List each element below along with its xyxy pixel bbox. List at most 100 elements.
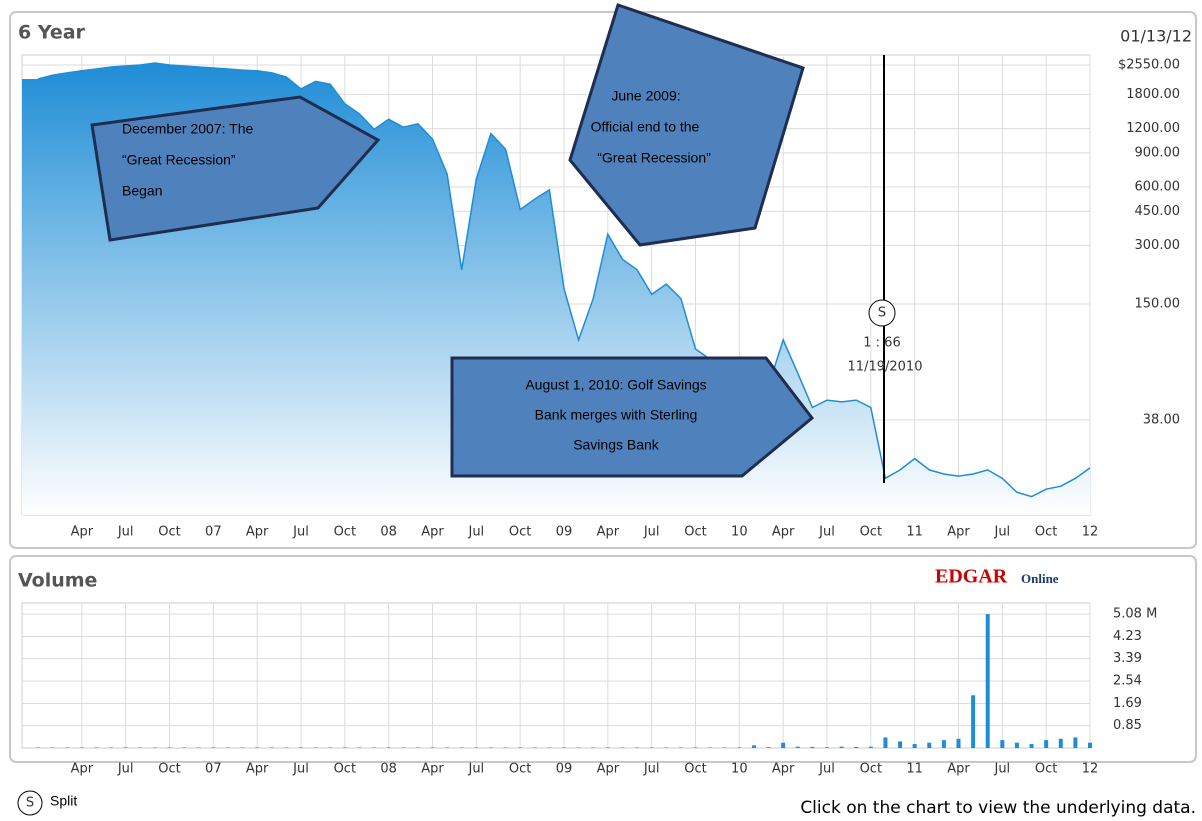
callout-text: “Great Recession” [122,152,236,168]
x-tick-label: Jul [818,762,835,777]
volume-bar [547,747,552,748]
x-tick-label: 07 [205,762,222,777]
x-tick-label: 09 [556,525,573,540]
x-tick-label: Oct [860,762,882,777]
volume-bar [956,738,961,748]
as-of-date: 01/13/12 [1120,27,1192,46]
volume-bar [503,747,508,748]
volume-plot [21,602,1091,749]
volume-bar [810,746,815,748]
x-tick-label: Apr [421,525,444,540]
volume-bar [795,746,800,748]
volume-bar [971,695,976,748]
volume-bar [518,747,523,748]
x-tick-label: Apr [246,525,269,540]
x-tick-label: Jul [993,525,1010,540]
volume-bar [868,746,873,748]
y-tick-label: 900.00 [1135,145,1181,160]
y-tick-label: 150.00 [1135,296,1181,311]
volume-bar [372,747,377,748]
x-tick-label: Oct [334,525,356,540]
volume-bar [445,747,450,748]
volume-bar [854,746,859,748]
price-title: 6 Year [18,22,86,44]
x-tick-label: Apr [71,762,94,777]
x-tick-label: Apr [772,762,795,777]
x-tick-label: 11 [906,525,923,540]
split-date: 11/19/2010 [848,360,923,375]
volume-bar [211,747,216,748]
x-tick-label: Apr [597,762,620,777]
volume-bar [415,747,420,748]
y-tick-label: 1.69 [1113,696,1142,711]
callout-shape [90,95,381,242]
split-marker [868,299,896,327]
x-tick-label: Jul [117,762,134,777]
volume-bar [737,747,742,748]
volume-bar [1014,742,1019,748]
x-tick-label: 09 [556,762,573,777]
y-tick-label: 1200.00 [1126,121,1180,136]
volume-bar [342,747,347,748]
volume-bar [576,747,581,748]
callout-text: Began [122,183,162,199]
x-tick-label: Jul [643,525,660,540]
y-tick-label: 450.00 [1135,204,1181,219]
volume-bar [182,747,187,748]
x-tick-label: 12 [1082,762,1099,777]
volume-bar [225,747,230,748]
x-tick-label: 12 [1082,525,1099,540]
callout-text: August 1, 2010: Golf Savings [525,377,706,393]
legend-symbol: S [26,796,34,811]
volume-bar [1000,740,1005,748]
x-tick-label: 11 [906,762,923,777]
x-tick-label: Apr [597,525,620,540]
y-tick-label: 1800.00 [1126,87,1180,102]
y-tick-label: 38.00 [1143,412,1180,427]
volume-bar [708,747,713,748]
x-tick-label: 10 [731,525,748,540]
volume-bar [196,747,201,748]
y-tick-label: $2550.00 [1118,57,1180,72]
volume-bar [474,747,479,748]
y-tick-label: 300.00 [1135,238,1181,253]
volume-bar [927,742,932,748]
logo-main: EDGAR [935,566,1008,588]
footer-note[interactable]: Click on the chart to view the underlyin… [800,798,1196,818]
callout-text: “Great Recession” [597,150,711,166]
x-tick-label: 08 [380,762,397,777]
x-tick-label: 07 [205,525,222,540]
x-tick-label: Oct [1035,762,1057,777]
x-tick-label: Jul [292,762,309,777]
x-tick-label: Oct [860,525,882,540]
volume-bar [109,747,114,748]
volume-title: Volume [18,570,97,592]
volume-bar [941,740,946,748]
volume-bar [1073,737,1078,748]
callout-shape [450,356,815,478]
volume-bar [1044,740,1049,748]
x-tick-label: Jul [818,525,835,540]
x-tick-label: Oct [684,525,706,540]
legend-marker [17,790,43,816]
x-tick-label: Oct [158,762,180,777]
x-tick-label: Apr [421,762,444,777]
volume-bar [94,747,99,748]
volume-bar [328,747,333,748]
volume-bar [284,747,289,748]
y-tick-label: 4.23 [1113,629,1142,644]
volume-bar [401,747,406,748]
volume-bar [693,747,698,748]
y-tick-label: 0.85 [1113,718,1142,733]
volume-layer: Apr Jul Oct 07 Apr Jul Oct 08 Apr Jul Oct 09 Apr Jul O… [22,603,1157,777]
volume-bar [898,741,903,748]
volume-bar [299,747,303,748]
volume-bar [1058,738,1063,748]
x-tick-label: Apr [947,525,970,540]
x-tick-label: Jul [993,762,1010,777]
volume-bar [635,747,640,748]
volume-bar [240,747,245,748]
